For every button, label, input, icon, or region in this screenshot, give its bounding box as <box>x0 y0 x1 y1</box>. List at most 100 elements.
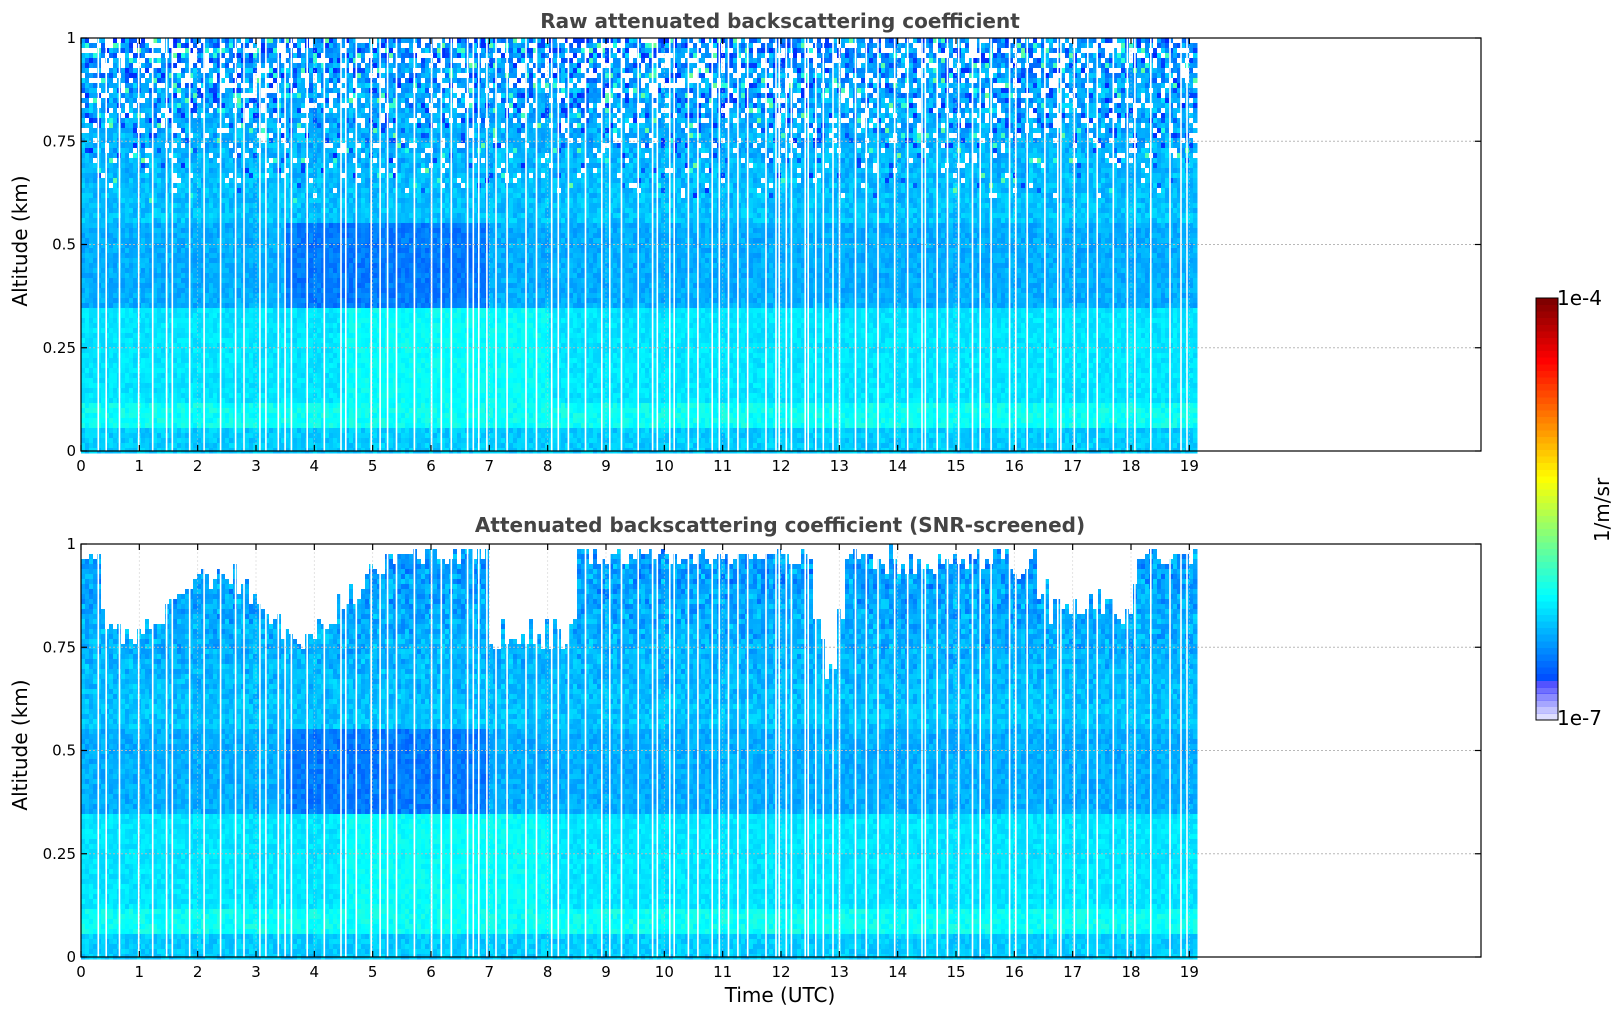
heatmap-cell <box>309 428 314 434</box>
heatmap-cell <box>249 398 254 404</box>
heatmap-cell <box>225 323 230 329</box>
heatmap-cell <box>265 238 270 244</box>
heatmap-cell <box>105 343 110 349</box>
heatmap-cell <box>229 378 234 384</box>
heatmap-cell <box>269 418 274 424</box>
heatmap-cell <box>85 408 90 414</box>
heatmap-cell <box>157 68 162 74</box>
heatmap-cell <box>245 148 250 154</box>
heatmap-cell <box>261 298 266 304</box>
heatmap-cell <box>153 328 158 334</box>
heatmap-cell <box>133 108 138 114</box>
heatmap-cell <box>301 83 306 89</box>
heatmap-cell <box>173 288 178 294</box>
heatmap-cell <box>217 338 222 344</box>
heatmap-cell <box>265 163 270 169</box>
heatmap-cell <box>189 438 194 444</box>
heatmap-cell <box>149 108 154 114</box>
heatmap-cell <box>121 208 126 214</box>
heatmap-cell <box>273 338 278 344</box>
heatmap-cell <box>93 248 98 254</box>
heatmap-cell <box>125 313 130 319</box>
heatmap-cell <box>93 83 98 89</box>
raw-backscatter-panel: Raw attenuated backscattering coefficien… <box>8 9 1482 475</box>
heatmap-cell <box>237 413 242 419</box>
heatmap-cell <box>229 198 234 204</box>
heatmap-cell <box>205 153 210 159</box>
heatmap-cell <box>173 128 178 134</box>
heatmap-cell <box>121 183 126 189</box>
heatmap-cell <box>129 148 134 154</box>
heatmap-cell <box>101 238 106 244</box>
heatmap-cell <box>109 438 114 444</box>
heatmap-cell <box>281 408 286 414</box>
heatmap-cell <box>181 368 186 374</box>
heatmap-cell <box>105 268 110 274</box>
heatmap-cell <box>253 118 258 124</box>
heatmap-cell <box>177 443 182 449</box>
heatmap-cell <box>269 378 274 384</box>
heatmap-cell <box>201 363 206 369</box>
heatmap-cell <box>185 403 190 409</box>
heatmap-cell <box>161 48 166 54</box>
heatmap-cell <box>101 153 106 159</box>
heatmap-cell <box>237 283 242 289</box>
heatmap-cell <box>297 293 302 299</box>
heatmap-cell <box>269 68 274 74</box>
heatmap-cell <box>149 83 154 89</box>
heatmap-cell <box>185 248 190 254</box>
heatmap-cell <box>85 333 90 339</box>
heatmap-cell <box>89 373 94 379</box>
heatmap-cell <box>153 313 158 319</box>
heatmap-cell <box>217 378 222 384</box>
heatmap-cell <box>157 228 162 234</box>
heatmap-cell <box>301 403 306 409</box>
heatmap-cell <box>237 303 242 309</box>
heatmap-cell <box>141 398 146 404</box>
heatmap-cell <box>265 288 270 294</box>
heatmap-cell <box>161 128 166 134</box>
heatmap-cell <box>157 63 162 69</box>
heatmap-cell <box>201 333 206 339</box>
heatmap-cell <box>269 43 274 49</box>
heatmap-cell <box>109 263 114 269</box>
heatmap-cell <box>181 148 186 154</box>
heatmap-cell <box>309 233 314 239</box>
heatmap-cell <box>193 313 198 319</box>
heatmap-cell <box>185 298 190 304</box>
heatmap-cell <box>301 253 306 259</box>
heatmap-cell <box>193 78 198 84</box>
heatmap-cell <box>221 273 226 279</box>
heatmap-cell <box>149 38 154 44</box>
heatmap-cell <box>145 273 150 279</box>
heatmap-cell <box>301 98 306 104</box>
heatmap-cell <box>229 328 234 334</box>
heatmap-cell <box>317 188 322 194</box>
heatmap-cell <box>125 413 130 419</box>
heatmap-cell <box>193 188 198 194</box>
heatmap-cell <box>197 168 202 174</box>
heatmap-cell <box>205 408 210 414</box>
heatmap-cell <box>297 223 302 229</box>
heatmap-cell <box>293 428 298 434</box>
heatmap-cell <box>93 158 98 164</box>
heatmap-cell <box>317 83 322 89</box>
heatmap-cell <box>125 208 130 214</box>
heatmap-cell <box>269 188 274 194</box>
heatmap-cell <box>193 298 198 304</box>
heatmap-cell <box>93 378 98 384</box>
heatmap-cell <box>249 298 254 304</box>
heatmap-cell <box>229 413 234 419</box>
heatmap-cell <box>101 243 106 249</box>
heatmap-cell <box>189 238 194 244</box>
heatmap-cell <box>313 293 318 299</box>
heatmap-cell <box>185 278 190 284</box>
heatmap-cell <box>185 393 190 399</box>
heatmap-cell <box>229 63 234 69</box>
heatmap-cell <box>193 438 198 444</box>
heatmap-cell <box>185 303 190 309</box>
heatmap-cell <box>97 108 102 114</box>
heatmap-cell <box>285 63 290 69</box>
heatmap-cell <box>161 263 166 269</box>
heatmap-cell <box>265 348 270 354</box>
